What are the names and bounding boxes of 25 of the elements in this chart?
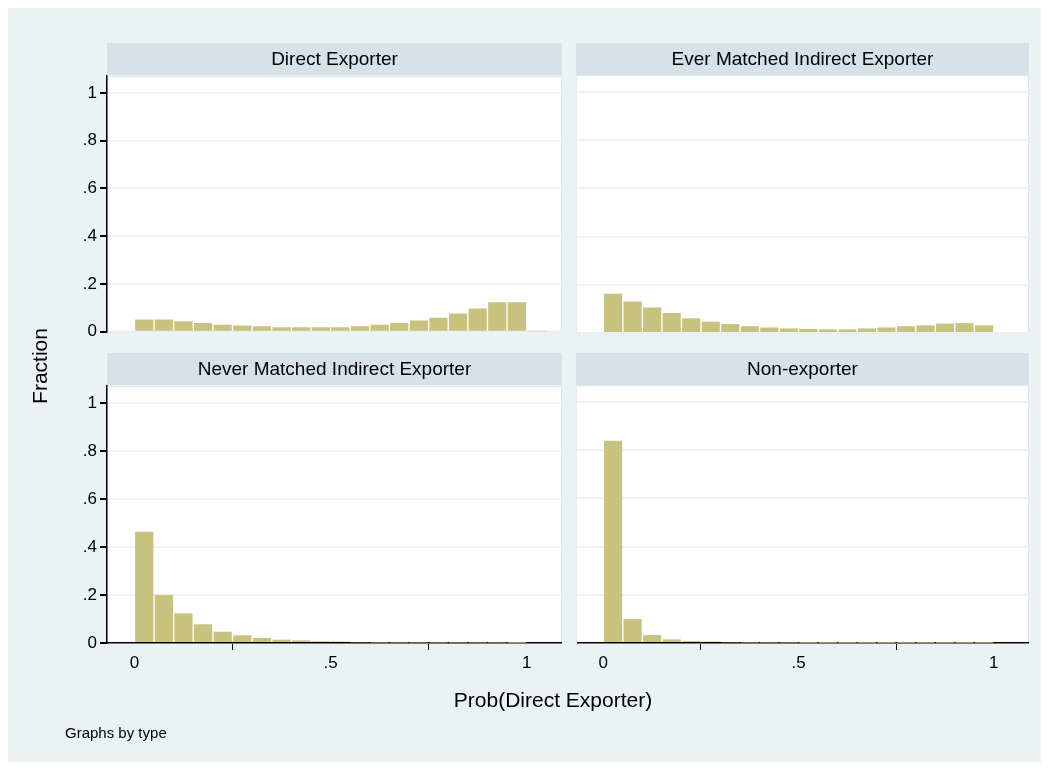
x-tick-label: 0: [598, 652, 609, 672]
text: Graphs by type: [65, 724, 167, 741]
y-tick-label: .4: [82, 225, 97, 245]
y-tick-label: .4: [82, 536, 97, 556]
y-tick-label: 1: [87, 392, 97, 412]
y-tick-label: .8: [82, 440, 97, 460]
x-tick-label: 0: [129, 652, 140, 672]
chart-title: Non-exporter: [576, 353, 1029, 385]
y-tick-label: .6: [82, 178, 97, 198]
x-axis-title: Prob(Direct Exporter): [452, 688, 654, 712]
y-tick-label: .8: [82, 130, 97, 150]
y-tick-label: .6: [82, 488, 97, 508]
y-tick-label: .2: [82, 584, 97, 604]
y-tick-label: 1: [87, 82, 97, 102]
y-axis-title: Fraction: [27, 328, 52, 404]
x-tick-label: .5: [323, 652, 338, 672]
chart-title: Direct Exporter: [107, 43, 562, 75]
chart-title: Never Matched Indirect Exporter: [107, 353, 562, 385]
y-tick-label: 0: [87, 632, 97, 652]
x-tick-label: 1: [521, 652, 532, 672]
x-tick-label: 1: [989, 652, 999, 672]
y-tick-label: 0: [87, 321, 97, 341]
y-tick-label: .2: [82, 273, 97, 293]
x-tick-label: .5: [791, 652, 806, 672]
chart-title: Ever Matched Indirect Exporter: [576, 43, 1029, 75]
